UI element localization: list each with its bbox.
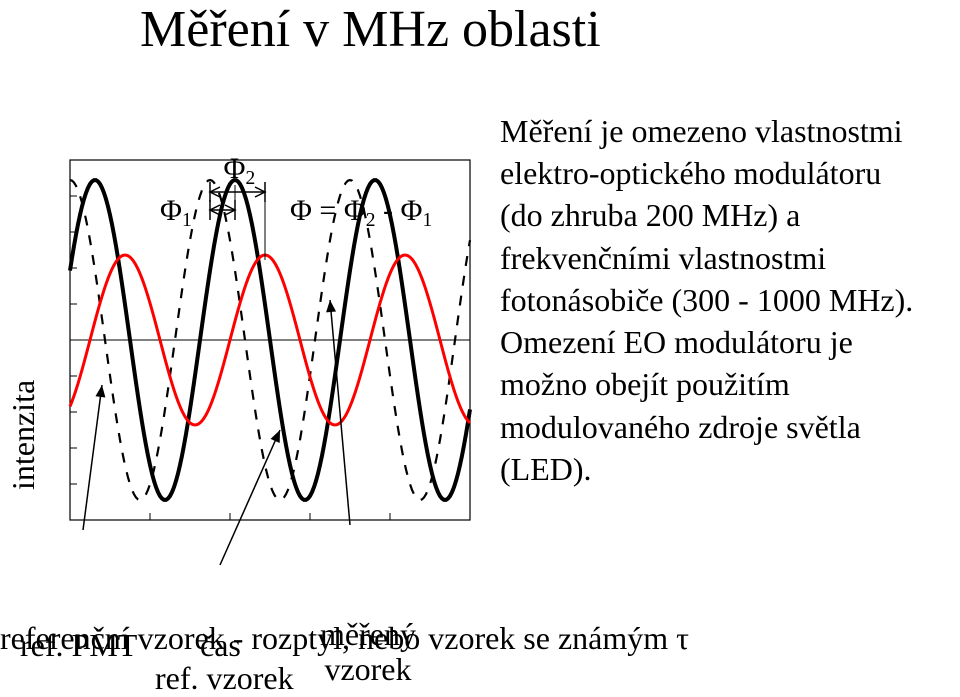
arrow-refpmt xyxy=(83,385,102,530)
wave-chart: intenzita Φ2Φ1Φ = Φ2 - Φ1 ref. PMT čas r… xyxy=(0,100,480,580)
label-ref-vzorek: ref. vzorek xyxy=(155,660,294,697)
description-text: Měření je omezeno vlastnostmi elektro-op… xyxy=(500,110,930,490)
wave-chart-svg: Φ2 Φ1 Φ = Φ2 - Φ1 xyxy=(0,100,480,580)
page-title: Měření v MHz oblasti xyxy=(140,0,601,59)
svg-text:Φ = Φ2 - Φ1: Φ = Φ2 - Φ1 xyxy=(290,194,432,231)
svg-text:Φ1: Φ1 xyxy=(160,194,192,231)
y-axis-label: intenzita xyxy=(5,380,42,490)
footnote-text: referenční vzorek - rozptyl, nebo vzorek… xyxy=(0,620,689,657)
arrow-refvz xyxy=(220,430,280,565)
svg-text:Φ2: Φ2 xyxy=(224,152,256,189)
